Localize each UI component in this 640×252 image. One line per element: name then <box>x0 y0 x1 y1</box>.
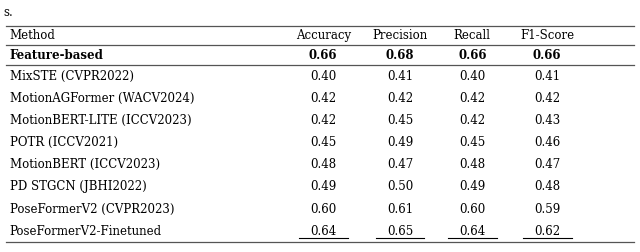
Text: MixSTE (CVPR2022): MixSTE (CVPR2022) <box>10 70 134 83</box>
Text: 0.45: 0.45 <box>459 136 486 149</box>
Text: 0.64: 0.64 <box>310 225 337 238</box>
Text: Accuracy: Accuracy <box>296 29 351 42</box>
Text: 0.49: 0.49 <box>387 136 413 149</box>
Text: 0.60: 0.60 <box>459 203 486 216</box>
Text: 0.66: 0.66 <box>533 49 561 62</box>
Text: 0.60: 0.60 <box>310 203 337 216</box>
Text: 0.49: 0.49 <box>310 180 337 194</box>
Text: Recall: Recall <box>454 29 491 42</box>
Text: PoseFormerV2-Finetuned: PoseFormerV2-Finetuned <box>10 225 162 238</box>
Text: 0.48: 0.48 <box>460 158 485 171</box>
Text: 0.46: 0.46 <box>534 136 561 149</box>
Text: Feature-based: Feature-based <box>10 49 104 62</box>
Text: 0.47: 0.47 <box>387 158 413 171</box>
Text: 0.68: 0.68 <box>386 49 414 62</box>
Text: MotionBERT-LITE (ICCV2023): MotionBERT-LITE (ICCV2023) <box>10 114 191 127</box>
Text: 0.64: 0.64 <box>459 225 486 238</box>
Text: 0.65: 0.65 <box>387 225 413 238</box>
Text: 0.66: 0.66 <box>458 49 486 62</box>
Text: Precision: Precision <box>372 29 428 42</box>
Text: 0.42: 0.42 <box>310 114 336 127</box>
Text: 0.48: 0.48 <box>534 180 560 194</box>
Text: 0.59: 0.59 <box>534 203 561 216</box>
Text: 0.45: 0.45 <box>387 114 413 127</box>
Text: 0.49: 0.49 <box>459 180 486 194</box>
Text: 0.50: 0.50 <box>387 180 413 194</box>
Text: 0.61: 0.61 <box>387 203 413 216</box>
Text: PoseFormerV2 (CVPR2023): PoseFormerV2 (CVPR2023) <box>10 203 174 216</box>
Text: MotionAGFormer (WACV2024): MotionAGFormer (WACV2024) <box>10 92 194 105</box>
Text: 0.43: 0.43 <box>534 114 561 127</box>
Text: 0.42: 0.42 <box>460 114 485 127</box>
Text: 0.47: 0.47 <box>534 158 561 171</box>
Text: 0.48: 0.48 <box>310 158 336 171</box>
Text: 0.42: 0.42 <box>387 92 413 105</box>
Text: 0.66: 0.66 <box>309 49 337 62</box>
Text: PD STGCN (JBHI2022): PD STGCN (JBHI2022) <box>10 180 147 194</box>
Text: POTR (ICCV2021): POTR (ICCV2021) <box>10 136 118 149</box>
Text: Method: Method <box>10 29 56 42</box>
Text: s.: s. <box>3 6 13 19</box>
Text: 0.41: 0.41 <box>387 70 413 83</box>
Text: 0.41: 0.41 <box>534 70 560 83</box>
Text: 0.42: 0.42 <box>310 92 336 105</box>
Text: 0.42: 0.42 <box>534 92 560 105</box>
Text: F1-Score: F1-Score <box>520 29 574 42</box>
Text: 0.42: 0.42 <box>460 92 485 105</box>
Text: MotionBERT (ICCV2023): MotionBERT (ICCV2023) <box>10 158 160 171</box>
Text: 0.62: 0.62 <box>534 225 560 238</box>
Text: 0.40: 0.40 <box>310 70 337 83</box>
Text: 0.40: 0.40 <box>459 70 486 83</box>
Text: 0.45: 0.45 <box>310 136 337 149</box>
